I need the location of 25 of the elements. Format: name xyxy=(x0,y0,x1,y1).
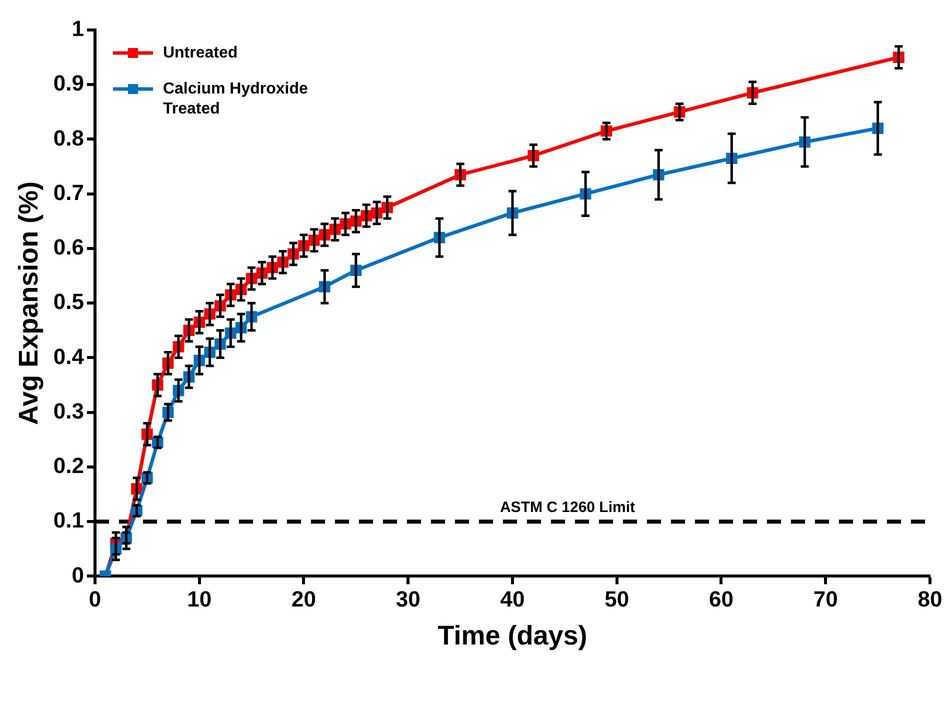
y-tick-label: 0.1 xyxy=(53,508,84,533)
y-tick-label: 0.3 xyxy=(53,398,84,424)
legend-label: Untreated xyxy=(162,44,238,62)
y-tick-label: 0.5 xyxy=(53,289,84,314)
y-tick-label: 1 xyxy=(72,16,84,42)
x-tick-label: 10 xyxy=(187,586,212,612)
x-tick-label: 0 xyxy=(88,586,102,612)
ref-line-label: ASTM C 1260 Limit xyxy=(500,499,636,516)
x-axis-title: Time (days) xyxy=(438,620,588,650)
y-tick-label: 0.8 xyxy=(53,125,84,150)
y-tick-label: 0.9 xyxy=(53,70,84,96)
x-tick-label: 80 xyxy=(918,586,942,612)
legend-label: Calcium Hydroxide Treated xyxy=(162,80,308,118)
x-tick-label: 20 xyxy=(291,586,316,612)
x-tick-label: 40 xyxy=(500,586,525,612)
y-tick-label: 0.2 xyxy=(53,453,84,478)
y-tick-label: 0.4 xyxy=(53,344,85,369)
y-tick-label: 0 xyxy=(72,562,84,588)
x-tick-label: 30 xyxy=(396,586,420,612)
x-tick-label: 60 xyxy=(709,586,734,612)
y-tick-label: 0.7 xyxy=(53,180,84,205)
x-tick-label: 70 xyxy=(813,586,838,612)
y-axis-title: Avg Expansion (%) xyxy=(14,181,44,425)
y-tick-label: 0.6 xyxy=(53,234,84,260)
x-tick-label: 50 xyxy=(604,586,630,612)
